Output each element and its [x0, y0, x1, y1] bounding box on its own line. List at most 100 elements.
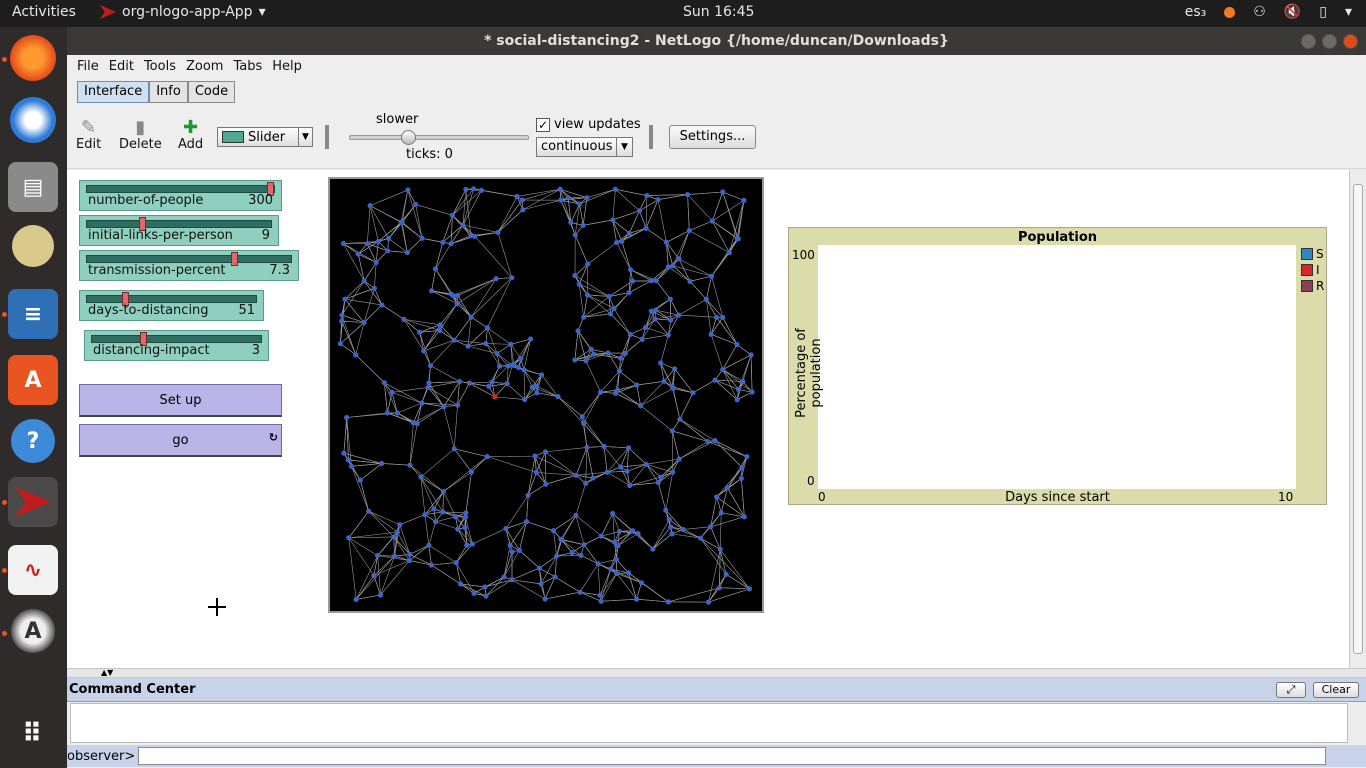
network-link — [599, 568, 612, 596]
sound-muted-icon[interactable]: 🔇 — [1283, 4, 1302, 20]
network-link — [636, 380, 665, 386]
person-agent — [690, 390, 696, 396]
population-plot[interactable]: Population 100 0 0 10 Percentage of popu… — [788, 227, 1327, 505]
network-link — [580, 591, 601, 596]
menu-help[interactable]: Help — [272, 59, 302, 74]
edit-button[interactable]: ✎ Edit — [76, 117, 101, 153]
command-output-scrollbar[interactable] — [1349, 703, 1366, 743]
tab-interface[interactable]: Interface — [77, 81, 150, 103]
update-mode-select[interactable]: continuous ▼ — [536, 137, 633, 157]
person-agent — [583, 358, 589, 364]
network-link — [485, 343, 500, 367]
person-agent — [611, 305, 617, 312]
tab-info[interactable]: Info — [149, 81, 188, 103]
slider-knob[interactable] — [121, 292, 129, 306]
plot-lines — [818, 245, 1296, 489]
speed-slider[interactable] — [349, 135, 529, 140]
network-link — [579, 203, 584, 226]
menu-tools[interactable]: Tools — [143, 59, 176, 74]
split-divider[interactable]: ▲▼ — [67, 668, 1366, 678]
widget-type-select[interactable]: Slider ▼ — [217, 127, 313, 147]
slider-knob[interactable] — [139, 332, 147, 346]
person-agent — [642, 324, 649, 331]
rhythmbox-icon[interactable] — [12, 225, 54, 267]
speed-slider-knob[interactable] — [401, 130, 416, 145]
network-link — [716, 496, 745, 518]
network-link — [627, 464, 647, 472]
network-link — [431, 562, 457, 566]
firefox-icon[interactable] — [10, 35, 56, 81]
app-menu[interactable]: org-nlogo-app-App ▾ — [100, 4, 266, 20]
delete-button[interactable]: ▮ Delete — [119, 117, 162, 153]
command-output[interactable] — [70, 703, 1348, 743]
expand-icon[interactable]: ⤢ — [1276, 682, 1306, 698]
chevron-down-icon[interactable]: ▾ — [1344, 4, 1352, 20]
slider-number-of-people[interactable]: number-of-people 300 — [79, 180, 282, 211]
menu-file[interactable]: File — [77, 59, 99, 74]
writer-icon[interactable]: ≡ — [8, 289, 58, 339]
slider-distancing-impact[interactable]: distancing-impact 3 — [84, 330, 269, 361]
network-link — [706, 276, 712, 300]
slider-initial-links-per-person[interactable]: initial-links-per-person 9 — [79, 215, 279, 246]
person-agent — [608, 566, 614, 572]
view-updates-checkbox[interactable]: ✓ — [536, 117, 550, 132]
network-link — [612, 513, 633, 532]
keyboard-layout[interactable]: es₃ — [1184, 4, 1207, 20]
network-link — [678, 258, 691, 282]
settings-button[interactable]: Settings... — [669, 125, 756, 149]
network-link — [710, 496, 717, 527]
update-indicator-icon[interactable] — [1224, 6, 1236, 18]
slider-value: 3 — [251, 343, 260, 358]
network-link — [467, 343, 486, 347]
tab-code[interactable]: Code — [187, 81, 236, 103]
setup-button[interactable]: Set up — [79, 384, 282, 417]
clock[interactable]: Sun 16:45 — [683, 4, 755, 20]
add-button[interactable]: ✚ Add — [178, 117, 203, 153]
network-link — [541, 374, 559, 397]
evince-icon[interactable]: ∿ — [8, 545, 58, 595]
network-link — [608, 296, 611, 314]
maximize-button[interactable] — [1322, 34, 1337, 49]
network-icon[interactable]: ⚇ — [1253, 4, 1266, 20]
software-icon[interactable]: A — [8, 355, 58, 405]
slider-days-to-distancing[interactable]: days-to-distancing 51 — [79, 290, 264, 321]
menu-tabs[interactable]: Tabs — [233, 59, 263, 74]
slider-track — [86, 185, 275, 193]
person-agent — [361, 319, 367, 326]
slider-knob[interactable] — [230, 252, 238, 266]
command-input[interactable] — [138, 747, 1327, 765]
collapse-arrows-icon[interactable]: ▲▼ — [101, 668, 114, 677]
slider-knob[interactable] — [139, 217, 147, 231]
menu-zoom[interactable]: Zoom — [185, 59, 224, 74]
person-agent — [615, 543, 621, 549]
activities-button[interactable]: Activities — [12, 4, 76, 20]
thunderbird-icon[interactable] — [10, 97, 56, 143]
menu-edit[interactable]: Edit — [108, 59, 134, 74]
slider-knob[interactable] — [267, 182, 274, 196]
person-agent — [440, 239, 446, 245]
observer-prompt[interactable]: observer> — [67, 748, 136, 764]
world-view[interactable] — [328, 177, 764, 613]
view-updates[interactable]: ✓ view updates — [536, 117, 641, 132]
network-link — [341, 299, 346, 316]
network-link — [574, 330, 579, 360]
apps-grid-icon[interactable]: ⠿ — [21, 719, 45, 749]
battery-icon[interactable]: ▯ — [1319, 4, 1327, 20]
files-icon[interactable]: ▤ — [8, 162, 58, 212]
person-agent — [514, 193, 520, 200]
minimize-button[interactable] — [1301, 34, 1316, 49]
network-link — [363, 280, 383, 306]
close-button[interactable] — [1343, 34, 1358, 49]
help-icon[interactable]: ? — [11, 419, 55, 463]
person-agent — [724, 485, 731, 491]
network-link — [656, 266, 669, 281]
updater-icon[interactable]: A — [11, 609, 55, 653]
slider-transmission-percent[interactable]: transmission-percent 7.3 — [79, 250, 299, 281]
canvas-scrollbar[interactable] — [1349, 170, 1366, 668]
netlogo-icon[interactable] — [8, 477, 58, 527]
clear-button[interactable]: Clear — [1313, 682, 1359, 698]
netlogo-arrow-icon — [100, 5, 116, 19]
scrollbar-thumb[interactable] — [1353, 184, 1363, 654]
go-button[interactable]: go ↻ — [79, 424, 282, 457]
system-tray[interactable]: es₃ ⚇ 🔇 ▯ ▾ — [1185, 4, 1352, 20]
